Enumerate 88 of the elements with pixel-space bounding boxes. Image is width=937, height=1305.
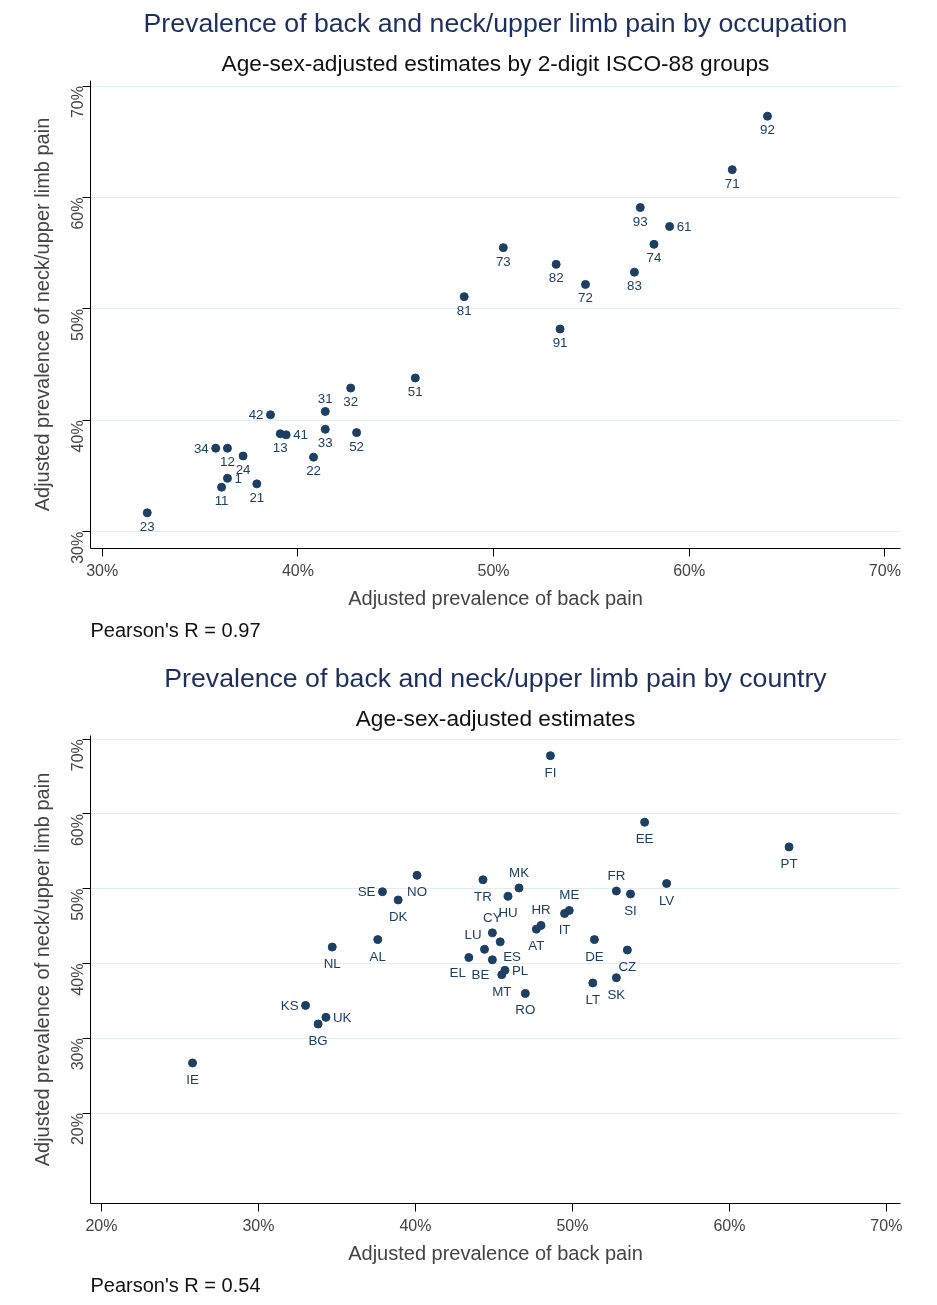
annotation: IT: [558, 922, 571, 938]
annotation: PL: [511, 962, 529, 978]
x-tick-label: 30%: [86, 561, 119, 579]
x-axis-title: Adjusted prevalence of back pain: [348, 586, 643, 609]
x-tick-label: 60%: [673, 561, 706, 579]
annotation: SK: [607, 986, 626, 1002]
y-axis-title: Adjusted prevalence of neck/upper limb pain: [30, 772, 53, 1167]
y-tick-label: 20%: [69, 1113, 86, 1146]
annotation: AT: [528, 938, 545, 954]
annotation: DE: [585, 948, 604, 964]
y-tick-label: 50%: [69, 308, 86, 341]
annotation: DK: [388, 908, 408, 924]
annotation: 74: [646, 250, 662, 266]
chart-title: Prevalence of back and neck/upper limb pain by occupation: [143, 7, 848, 38]
annotation: 11: [214, 493, 229, 509]
chart-subtitle: Age-sex-adjusted estimates by 2-digit ISCO-88 groups: [221, 49, 770, 76]
text: Pearson's R = 0.54: [90, 1273, 261, 1296]
annotation: 82: [548, 270, 564, 286]
y-tick-label: 50%: [69, 888, 86, 921]
annotation: MT: [492, 983, 512, 999]
x-tick-label: 40%: [399, 1216, 432, 1234]
annotation: 31: [317, 391, 333, 407]
text: Pearson's R = 0.97: [90, 618, 261, 641]
chart-subtitle: Age-sex-adjusted estimates: [355, 704, 636, 731]
annotation: 41: [293, 427, 308, 443]
annotation: 91: [552, 334, 568, 350]
annotation: ME: [559, 887, 580, 903]
annotation: NL: [323, 956, 341, 972]
y-tick-label: 60%: [69, 197, 86, 230]
annotation: EE: [635, 831, 654, 847]
annotation: 71: [724, 175, 740, 191]
x-tick-label: 20%: [85, 1216, 118, 1234]
annotation: SE: [357, 884, 376, 900]
annotation: CZ: [618, 959, 637, 975]
annotation: MK: [509, 865, 530, 881]
annotation: 52: [349, 438, 364, 454]
annotation: 34: [193, 440, 210, 456]
y-tick-label: 40%: [69, 963, 86, 996]
annotation: SI: [624, 902, 637, 918]
annotation: 33: [317, 435, 333, 451]
annotation: 12: [220, 454, 235, 470]
x-tick-label: 70%: [870, 1216, 903, 1234]
y-tick-label: 70%: [69, 739, 86, 772]
annotation: FR: [607, 868, 626, 883]
y-axis-title: Adjusted prevalence of neck/upper limb pain: [30, 117, 53, 512]
chart-title: Prevalence of back and neck/upper limb pain by country: [164, 662, 828, 693]
y-tick-label: 70%: [69, 86, 86, 119]
x-tick-label: 50%: [477, 561, 510, 579]
x-tick-label: 50%: [556, 1216, 589, 1234]
annotation: 32: [343, 394, 359, 410]
annotation: LU: [464, 927, 482, 943]
annotation: 72: [578, 290, 593, 306]
x-tick-label: 60%: [713, 1216, 746, 1234]
y-tick-label: 40%: [69, 420, 86, 453]
annotation: BE: [471, 966, 490, 982]
annotation: PT: [780, 855, 798, 871]
annotation: 22: [306, 463, 321, 479]
annotation: 42: [248, 407, 264, 423]
annotation: UK: [332, 1009, 352, 1025]
annotation: 93: [632, 213, 648, 229]
annotation: 73: [495, 253, 511, 269]
annotation: RO: [515, 1002, 536, 1018]
annotation: LT: [585, 991, 601, 1007]
annotation: BG: [308, 1033, 328, 1049]
annotation: IE: [186, 1071, 199, 1087]
x-tick-label: 40%: [281, 561, 314, 579]
annotation: 51: [407, 384, 423, 400]
annotation: EL: [449, 964, 466, 980]
annotation: 83: [627, 278, 642, 294]
y-tick-label: 60%: [69, 813, 86, 847]
annotation: 23: [139, 518, 155, 534]
annotation: 21: [249, 489, 265, 505]
annotation: FI: [544, 764, 557, 780]
annotation: 92: [760, 122, 775, 138]
annotation: 61: [676, 218, 692, 234]
annotation: 13: [272, 439, 288, 455]
x-tick-label: 70%: [868, 561, 901, 579]
annotation: 81: [456, 302, 472, 318]
annotation: HR: [531, 902, 551, 918]
annotation: NO: [407, 884, 428, 900]
annotation: TR: [474, 888, 492, 904]
annotation: LV: [658, 892, 675, 908]
x-tick-label: 30%: [242, 1216, 275, 1234]
y-tick-label: 30%: [69, 1038, 86, 1071]
annotation: ES: [503, 948, 522, 964]
x-axis-title: Adjusted prevalence of back pain: [348, 1241, 643, 1264]
annotation: KS: [280, 997, 299, 1013]
annotation: AL: [369, 948, 386, 964]
